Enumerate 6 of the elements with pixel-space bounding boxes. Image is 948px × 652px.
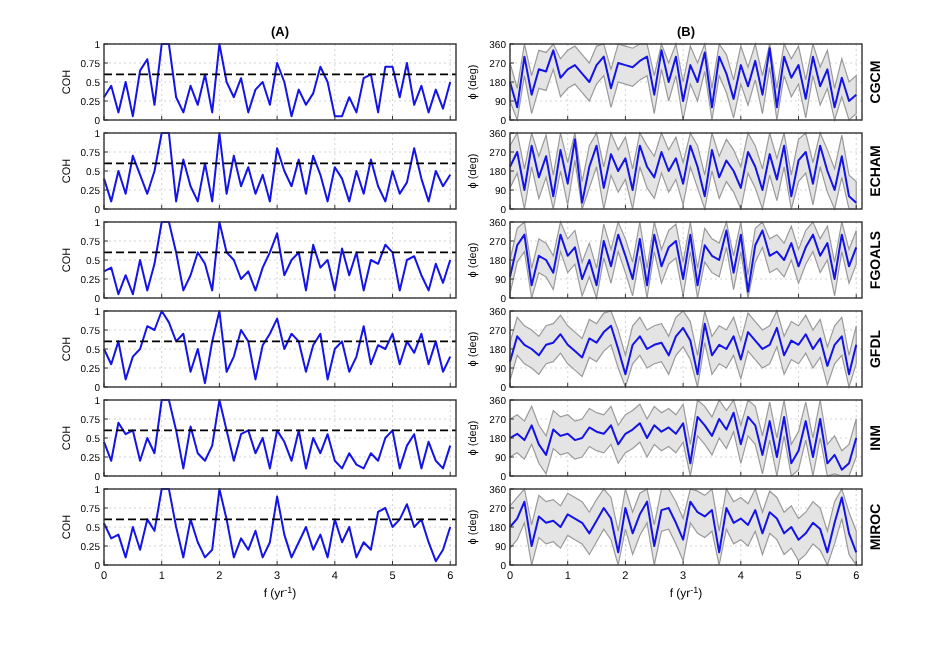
line-series: [103, 399, 452, 470]
line-series: [509, 411, 858, 471]
line-series: [509, 322, 858, 376]
line-series: [509, 496, 858, 554]
line-series: [103, 132, 452, 203]
line-series: [509, 47, 858, 109]
